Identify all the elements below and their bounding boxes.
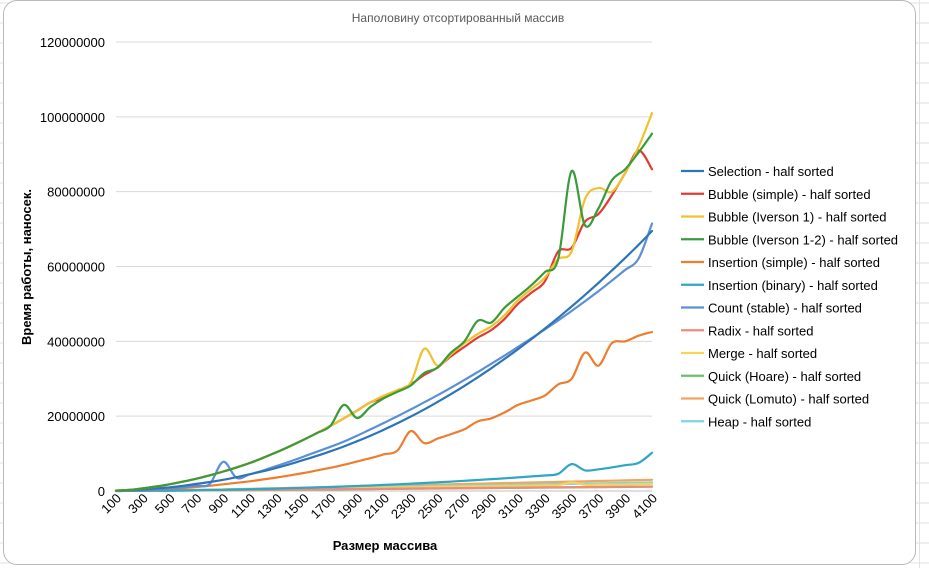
- legend-label: Bubble (simple) - half sorted: [708, 187, 871, 202]
- x-axis-ticks: 100 300 500 700 9001100130015001700190021002…: [98, 491, 660, 522]
- legend-label: Heap - half sorted: [708, 414, 811, 429]
- x-tick-label: 3500: [549, 491, 580, 522]
- x-tick-label: 700: [179, 491, 205, 517]
- legend-label: Quick (Lomuto) - half sorted: [708, 392, 869, 407]
- x-tick-label: 300: [125, 491, 151, 517]
- x-tick-label: 3900: [602, 491, 633, 522]
- legend-label: Merge - half sorted: [708, 346, 817, 361]
- x-tick-label: 3300: [522, 491, 553, 522]
- x-tick-label: 2700: [441, 491, 472, 522]
- x-tick-label: 1300: [254, 491, 285, 522]
- chart-card[interactable]: [3, 0, 916, 565]
- y-tick-label: 100000000: [40, 110, 105, 125]
- legend-label: Insertion (binary) - half sorted: [708, 278, 878, 293]
- y-tick-label: 120000000: [40, 35, 105, 50]
- x-axis-title: Размер массива: [333, 538, 438, 553]
- series-line: [114, 149, 654, 492]
- y-tick-label: 20000000: [47, 409, 105, 424]
- chart-title: Наполовину отсортированный массив: [352, 11, 564, 25]
- series-line: [114, 229, 654, 492]
- y-tick-label: 40000000: [47, 334, 105, 349]
- x-tick-label: 1700: [307, 491, 338, 522]
- series-line: [114, 132, 654, 492]
- series-line: [114, 222, 654, 492]
- series-line: [114, 330, 654, 492]
- legend-label: Quick (Hoare) - half sorted: [708, 369, 861, 384]
- legend-label: Radix - half sorted: [708, 323, 814, 338]
- x-tick-label: 2500: [415, 491, 446, 522]
- x-tick-label: 2900: [468, 491, 499, 522]
- x-tick-label: 1900: [334, 491, 365, 522]
- y-axis-ticks: 0 20000000 40000000 60000000 80000000 1000000…: [40, 35, 105, 499]
- y-axis-title: Время работы, наносек.: [19, 189, 34, 345]
- x-tick-label: 4100: [629, 491, 660, 522]
- series-lines: [114, 112, 654, 493]
- legend-label: Bubble (Iverson 1-2) - half sorted: [708, 232, 898, 247]
- series-line: [114, 451, 654, 493]
- legend-label: Selection - half sorted: [708, 164, 834, 179]
- y-tick-label: 0: [98, 484, 105, 499]
- gridlines: [116, 41, 652, 492]
- x-tick-label: 2100: [361, 491, 392, 522]
- x-tick-label: 500: [152, 491, 178, 517]
- legend: Selection - half sorted Bubble (simple) -…: [681, 164, 898, 429]
- legend-label: Bubble (Iverson 1) - half sorted: [708, 210, 886, 225]
- x-tick-label: 3100: [495, 491, 526, 522]
- legend-label: Insertion (simple) - half sorted: [708, 255, 880, 270]
- x-tick-label: 900: [205, 491, 231, 517]
- y-tick-label: 80000000: [47, 185, 105, 200]
- x-tick-label: 3700: [575, 491, 606, 522]
- y-tick-label: 60000000: [47, 260, 105, 275]
- legend-label: Count (stable) - half sorted: [708, 301, 862, 316]
- x-tick-label: 2300: [388, 491, 419, 522]
- x-tick-label: 1100: [228, 491, 258, 521]
- x-tick-label: 1500: [281, 491, 312, 522]
